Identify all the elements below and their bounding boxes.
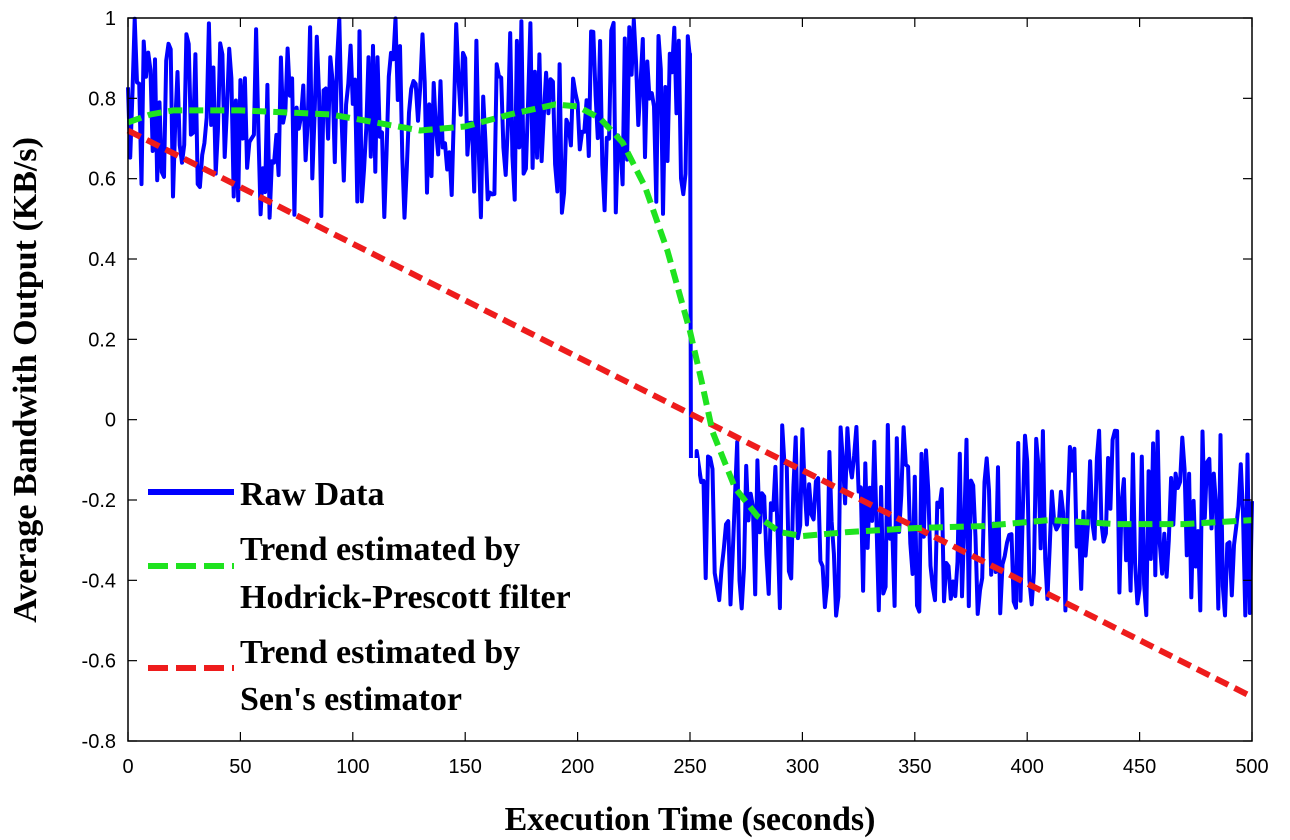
y-tick-label: -0.2 bbox=[82, 490, 116, 512]
y-axis-title: Average Bandwith Output (KB/s) bbox=[7, 137, 44, 623]
x-tick-label: 450 bbox=[1123, 756, 1156, 778]
legend-background bbox=[138, 458, 698, 726]
x-tick-label: 200 bbox=[561, 756, 594, 778]
x-tick-label: 400 bbox=[1011, 756, 1044, 778]
x-tick-label: 100 bbox=[336, 756, 369, 778]
series-line-raw-data bbox=[126, 16, 1254, 618]
legend-label: Trend estimated by bbox=[240, 531, 520, 568]
y-tick-label: 0.8 bbox=[88, 88, 116, 110]
legend-label: Raw Data bbox=[240, 476, 384, 513]
y-tick-label: 1 bbox=[105, 8, 116, 30]
x-axis-title: Execution Time (seconds) bbox=[505, 801, 876, 838]
y-tick-label: 0.6 bbox=[88, 169, 116, 191]
y-tick-label: -0.4 bbox=[82, 570, 116, 592]
x-tick-label: 0 bbox=[122, 756, 133, 778]
y-tick-label: -0.8 bbox=[82, 731, 116, 753]
legend-label: Trend estimated by bbox=[240, 634, 520, 671]
y-tick-label: 0.4 bbox=[88, 249, 116, 271]
legend-label: Sen's estimator bbox=[240, 681, 462, 718]
y-tick-label: 0.2 bbox=[88, 329, 116, 351]
legend: Raw Data Trend estimated by Hodrick-Presco… bbox=[138, 458, 698, 726]
x-tick-label: 250 bbox=[673, 756, 706, 778]
x-tick-label: 50 bbox=[229, 756, 251, 778]
ticks-layer: 0 50 100 150 200 250 300 350 400 450 500 -0.8 -0.6 -0… bbox=[82, 8, 1269, 778]
x-tick-label: 500 bbox=[1235, 756, 1268, 778]
x-tick-label: 350 bbox=[898, 756, 931, 778]
y-tick-label: -0.6 bbox=[82, 651, 116, 673]
y-tick-label: 0 bbox=[105, 410, 116, 432]
series-layer bbox=[126, 16, 1254, 700]
legend-label: Hodrick-Prescott filter bbox=[240, 579, 571, 616]
x-tick-label: 150 bbox=[449, 756, 482, 778]
series-line-hp-filter bbox=[126, 101, 1253, 540]
x-tick-label: 300 bbox=[786, 756, 819, 778]
